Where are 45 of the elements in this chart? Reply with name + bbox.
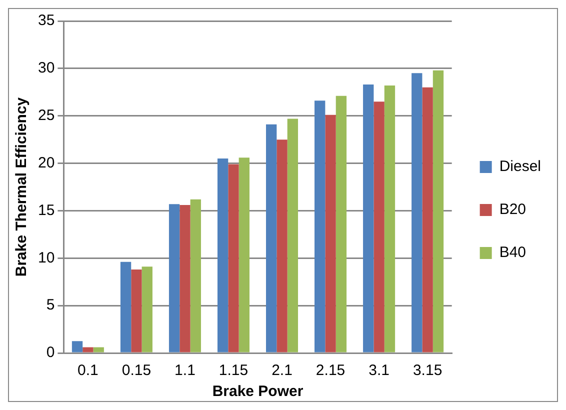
legend-label: B20 xyxy=(499,201,526,218)
bar xyxy=(422,87,433,352)
bar xyxy=(131,270,142,352)
bar xyxy=(266,124,277,352)
bar xyxy=(120,262,132,352)
y-tick-label: 30 xyxy=(38,60,55,77)
bar xyxy=(180,205,190,352)
bar xyxy=(228,164,239,352)
x-axis-title: Brake Power xyxy=(212,383,304,400)
bar xyxy=(72,341,83,352)
bar xyxy=(142,266,152,352)
bar xyxy=(412,73,422,352)
x-tick-label: 0.1 xyxy=(78,362,98,380)
bar xyxy=(314,100,326,352)
x-tick-label: 1.1 xyxy=(174,362,196,380)
y-tick-label: 10 xyxy=(38,249,55,266)
x-tick-label: 1.15 xyxy=(218,362,248,380)
bar xyxy=(82,347,94,352)
bar xyxy=(384,86,396,352)
x-tick-label: 3.1 xyxy=(368,362,390,380)
bar xyxy=(217,158,228,352)
bar xyxy=(363,84,374,352)
bar xyxy=(168,204,180,352)
y-tick-label: 5 xyxy=(46,296,55,314)
x-tick-label: 3.15 xyxy=(412,362,442,380)
bar xyxy=(238,158,250,352)
bar xyxy=(93,347,104,352)
bar xyxy=(336,96,347,352)
bar xyxy=(325,114,336,352)
bar xyxy=(374,102,384,352)
bar xyxy=(190,199,201,352)
legend-label: Diesel xyxy=(499,158,542,176)
legend-label: B40 xyxy=(499,244,526,262)
y-tick-label: 15 xyxy=(38,202,55,219)
bar xyxy=(432,70,444,352)
y-tick-label: 35 xyxy=(38,12,55,30)
y-axis-title: Brake Thermal Efficiency xyxy=(13,96,30,277)
y-tick-label: 0 xyxy=(46,344,55,362)
x-tick-label: 2.15 xyxy=(316,362,346,380)
x-tick-label: 0.15 xyxy=(122,362,152,380)
y-tick-label: 25 xyxy=(38,107,55,124)
y-tick-label: 20 xyxy=(38,154,55,172)
bar xyxy=(287,118,298,352)
x-tick-label: 2.1 xyxy=(272,362,292,380)
bar xyxy=(276,140,288,352)
